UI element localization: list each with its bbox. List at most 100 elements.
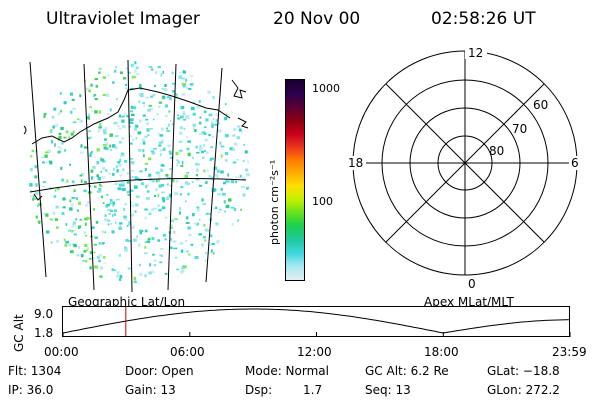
emission-pixel [60,166,63,170]
emission-pixel [180,126,183,130]
emission-pixel [233,207,237,212]
emission-pixel [163,88,167,92]
emission-pixel [65,240,69,244]
emission-pixel [53,195,57,198]
emission-pixel [119,225,122,229]
emission-pixel [184,265,187,269]
emission-pixel [231,223,234,226]
emission-pixel [145,118,149,121]
emission-pixel [101,230,105,233]
emission-pixel [146,190,150,193]
emission-pixel [138,272,143,277]
emission-pixel [79,94,82,98]
emission-pixel [203,149,206,152]
emission-pixel [33,149,38,153]
emission-pixel [43,112,47,116]
emission-pixel [153,264,157,267]
emission-pixel [120,71,123,75]
emission-pixel [113,209,118,212]
emission-pixel [130,63,135,68]
emission-pixel [119,274,123,279]
emission-pixel [209,234,213,238]
emission-pixel [244,206,248,210]
emission-pixel [241,186,245,189]
emission-pixel [148,212,152,216]
emission-pixel [44,154,48,158]
emission-pixel [134,210,137,213]
emission-pixel [132,106,137,110]
emission-pixel [176,268,180,271]
emission-pixel [128,221,132,224]
emission-pixel [85,249,88,251]
emission-pixel [120,154,124,158]
emission-pixel [105,169,108,172]
emission-pixel [158,105,161,108]
emission-pixel [63,149,67,152]
emission-pixel [244,168,249,172]
emission-pixel [185,78,187,82]
emission-pixel [73,229,76,232]
emission-pixel [128,125,131,128]
emission-pixel [112,204,115,207]
emission-pixel [242,160,245,163]
emission-pixel [120,152,125,156]
emission-pixel [50,241,53,245]
emission-pixel [246,186,249,190]
emission-pixel [190,75,194,77]
emission-pixel [126,225,129,227]
emission-pixel [182,70,186,74]
emission-pixel [104,218,108,222]
emission-pixel [37,220,41,225]
emission-pixel [138,149,142,152]
emission-pixel [89,258,93,260]
emission-pixel [105,142,108,146]
polar-panel-label: Apex MLat/MLT [424,295,514,309]
emission-pixel [226,180,230,183]
emission-pixel [133,280,137,284]
emission-pixel [128,240,131,243]
emission-pixel [122,168,125,171]
emission-pixel [185,222,190,224]
emission-pixel [196,208,200,212]
emission-pixel [73,244,77,248]
emission-pixel [141,182,144,186]
emission-pixel [117,125,120,128]
emission-pixel [149,128,153,130]
emission-pixel [102,166,106,170]
emission-pixel [115,98,118,101]
emission-pixel [215,206,218,209]
colorbar-unit-label: photon cm⁻²s⁻¹ [268,159,281,245]
emission-pixel [179,242,184,245]
emission-pixel [78,246,81,249]
emission-pixel [236,158,240,161]
emission-pixel [165,197,170,200]
emission-pixel [170,219,174,223]
emission-pixel [118,226,122,230]
emission-pixel [79,151,84,155]
observation-date: 20 Nov 00 [273,9,361,29]
emission-pixel [83,189,87,193]
info-gc-alt: GC Alt: 6.2 Re [365,364,449,378]
emission-pixel [232,134,236,137]
emission-pixel [84,234,88,237]
geo-panel-label: Geographic Lat/Lon [68,295,186,309]
emission-pixel [101,195,104,199]
emission-pixel [159,261,163,264]
emission-pixel [84,181,87,184]
emission-pixel [157,204,161,207]
emission-pixel [142,149,145,153]
emission-pixel [104,214,107,217]
emission-pixel [103,131,107,135]
emission-pixel [228,198,232,202]
emission-pixel [40,156,44,159]
emission-pixel [191,213,195,217]
emission-pixel [84,204,89,207]
emission-pixel [246,172,250,177]
emission-pixel [115,66,117,69]
emission-pixel [135,136,138,140]
emission-pixel [181,77,185,80]
emission-pixel [100,242,104,245]
emission-pixel [90,83,93,87]
emission-pixel [178,140,183,143]
emission-pixel [123,215,127,219]
